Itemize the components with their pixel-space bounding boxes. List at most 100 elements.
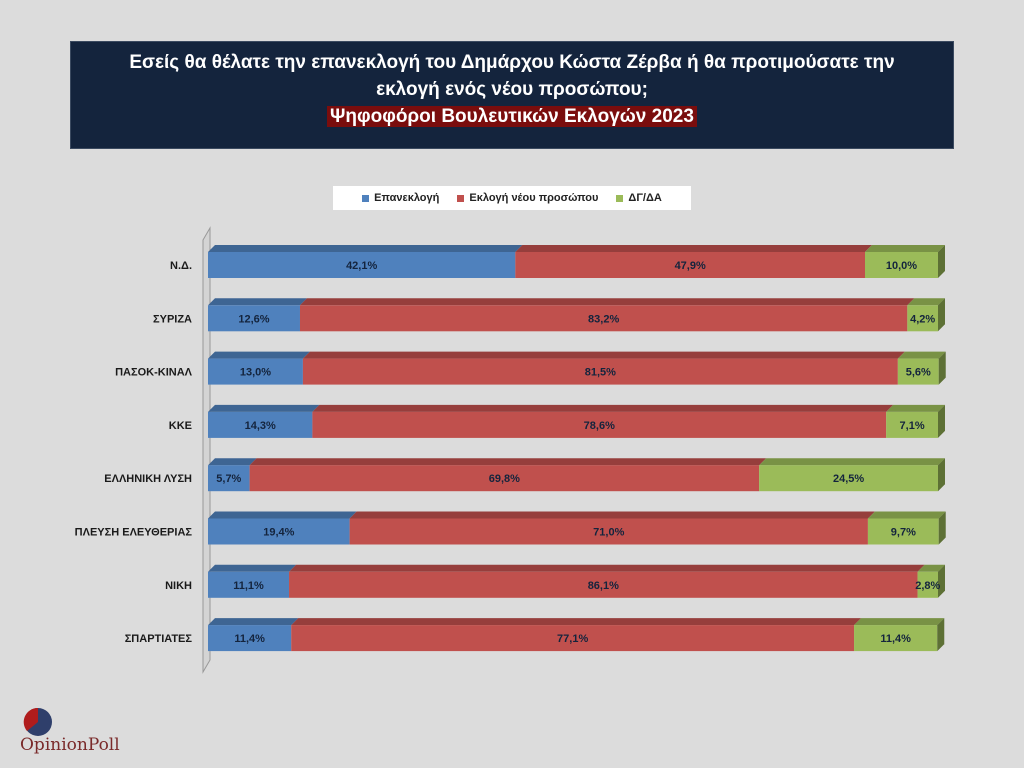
bar-segment [897,358,939,385]
chart-title-box: Εσείς θα θέλατε την επανεκλογή του Δημάρ… [70,41,954,149]
bar-top-face [917,564,945,572]
legend-item-dk-na: ΔΓ/ΔΑ [616,192,662,204]
category-label: ΠΛΕΥΣΗ ΕΛΕΥΘΕΡΙΑΣ [75,527,193,539]
category-label: ΚΚΕ [169,420,192,432]
legend-swatch-blue [362,194,370,202]
data-label: 10,0% [886,260,917,272]
bar-top-face [302,351,905,359]
bar-segment [208,411,313,438]
bar-top-face [208,298,307,306]
bar-segment [208,625,292,652]
bar-segment [208,571,290,598]
bar-segment [208,465,250,492]
data-label: 77,1% [557,633,588,645]
category-label: Ν.Δ. [170,260,192,272]
bar-side-face [938,351,946,385]
bar-top-face [854,618,945,626]
bar-side-face [938,298,945,332]
chart-title-line1: Εσείς θα θέλατε την επανεκλογή του Δημάρ… [129,52,895,73]
data-label: 24,5% [833,473,864,485]
legend-swatch-red [457,194,465,202]
bar-top-face [759,458,945,466]
bar-segment [349,518,868,545]
bar-top-face [886,404,945,412]
bar-segment [299,305,908,332]
category-label: ΣΥΡΙΖΑ [153,313,192,325]
bar-top-face [897,351,946,359]
data-label: 5,6% [906,367,931,379]
data-label: 12,6% [238,313,269,325]
data-label: 2,8% [915,580,940,592]
bar-side-face [938,404,945,438]
chart-subtitle: Ψηφοφόροι Βουλευτικών Εκλογών 2023 [327,106,697,127]
data-label: 69,8% [489,473,520,485]
bar-segment [208,305,300,332]
axis-wall [202,226,211,674]
bar-top-face [208,404,320,412]
legend-item-new-person: Εκλογή νέου προσώπου [457,192,598,204]
bar-top-face [208,245,523,252]
bar-segment [312,411,887,438]
bar-top-face [208,351,310,359]
bar-top-face [299,298,915,306]
data-label: 7,1% [900,420,925,432]
category-label: ΠΑΣΟΚ-ΚΙΝΑΛ [115,367,193,379]
bar-top-face [208,618,299,626]
logo-text: OpinionPoll [20,735,120,755]
bar-top-face [289,564,925,572]
legend-label: Επανεκλογή [374,192,440,204]
bar-segment [759,465,938,492]
bar-side-face [937,618,945,652]
data-label: 14,3% [245,420,276,432]
bar-top-face [208,564,297,572]
bar-side-face [938,458,945,492]
data-label: 71,0% [593,527,624,539]
data-label: 83,2% [588,313,619,325]
bar-side-face [938,564,945,598]
data-label: 81,5% [585,367,616,379]
data-label: 78,6% [584,420,615,432]
bar-segment [249,465,760,492]
category-label: ΕΛΛΗΝΙΚΗ ΛΥΣΗ [104,473,192,485]
bar-top-face [208,458,257,466]
data-label: 47,9% [675,260,706,272]
bar-top-face [867,511,946,519]
bar-segment [208,518,350,545]
bar-top-face [312,404,894,412]
category-label: ΣΠΑΡΤΙΑΤΕΣ [125,633,193,645]
bar-top-face [865,245,945,252]
bar-segment [907,305,938,332]
data-label: 11,4% [880,633,911,645]
bar-segment [291,625,855,652]
data-label: 86,1% [588,580,619,592]
data-label: 11,1% [233,580,264,592]
legend: Επανεκλογή Εκλογή νέου προσώπου ΔΓ/ΔΑ [333,186,691,210]
data-label: 4,2% [910,313,935,325]
bar-segment [208,358,303,385]
bar-top-face [249,458,767,466]
bar-segment [867,518,939,545]
opinionpoll-logo-icon [23,707,52,736]
bar-segment [302,358,898,385]
bar-segment [865,252,938,278]
bar-top-face [515,245,872,252]
legend-label: Εκλογή νέου προσώπου [469,192,599,204]
data-label: 19,4% [263,527,294,539]
data-label: 9,7% [891,527,916,539]
bar-segment [886,411,938,438]
chart-title-line2: εκλογή ενός νέου προσώπου; [376,79,648,100]
bar-top-face [208,511,357,519]
data-label: 13,0% [240,367,271,379]
bar-segment [289,571,918,598]
data-label: 11,4% [234,633,265,645]
bar-segment [917,571,938,598]
category-label: ΝΙΚΗ [165,580,192,592]
bar-segment [515,252,865,278]
bar-segment [208,252,516,278]
legend-swatch-green [616,194,624,202]
data-label: 5,7% [216,473,241,485]
bar-top-face [291,618,862,626]
bar-side-face [938,511,946,545]
legend-label: ΔΓ/ΔΑ [628,192,662,204]
